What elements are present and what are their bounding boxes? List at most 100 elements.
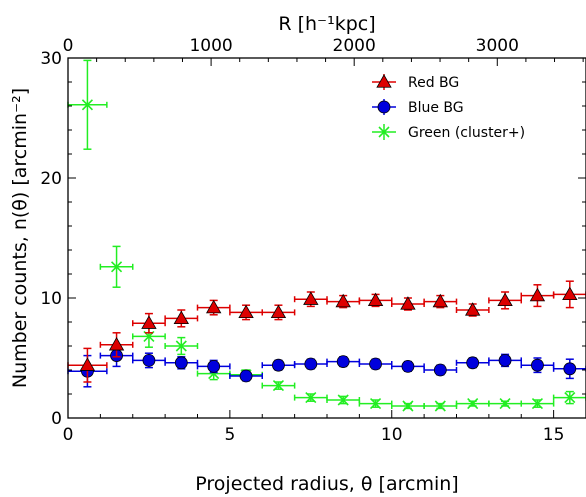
- y-tick-label: 0: [51, 409, 62, 429]
- triangle-marker: [432, 293, 449, 308]
- y-tick-label: 10: [40, 289, 62, 309]
- data-point: [99, 332, 134, 358]
- data-point: [293, 392, 328, 404]
- legend-circle-marker: [377, 100, 391, 114]
- x-marker: [402, 400, 414, 412]
- circle-marker: [142, 353, 156, 367]
- data-point: [229, 369, 263, 383]
- data-point: [455, 398, 490, 410]
- top-tick-label: 0: [63, 36, 74, 56]
- triangle-marker: [79, 357, 96, 371]
- x-marker-stroke: [110, 261, 123, 273]
- top-axis-label: R [h⁻¹kpc]: [278, 13, 375, 35]
- triangle-marker: [497, 292, 513, 307]
- legend-label: Green (cluster+): [408, 125, 525, 141]
- x-marker-stroke: [378, 126, 390, 138]
- x-tick-label: 0: [63, 425, 74, 445]
- data-point: [261, 380, 296, 392]
- data-point: [423, 293, 458, 309]
- x-marker-stroke: [499, 398, 511, 410]
- triangle-marker: [108, 336, 125, 351]
- legend-label: Red BG: [408, 75, 459, 91]
- x-marker-stroke: [337, 394, 349, 406]
- triangle-marker: [303, 291, 319, 305]
- data-point: [67, 347, 108, 383]
- data-point: [164, 309, 199, 328]
- data-point: [99, 245, 134, 288]
- data-point: [520, 284, 555, 308]
- x-marker: [110, 261, 123, 273]
- x-axis-label: Projected radius, θ [arcmin]: [195, 473, 458, 495]
- x-marker-stroke: [467, 398, 479, 410]
- x-marker: [81, 99, 93, 111]
- circle-marker: [563, 362, 577, 376]
- x-marker: [337, 394, 349, 406]
- triangle-marker: [529, 287, 546, 302]
- x-marker: [434, 400, 446, 412]
- circle-marker: [466, 356, 480, 370]
- x-marker-stroke: [369, 398, 382, 410]
- triangle-marker: [238, 304, 254, 319]
- x-marker-stroke: [305, 392, 317, 404]
- data-point: [488, 291, 522, 310]
- circle-marker: [207, 359, 221, 373]
- x-marker: [564, 392, 576, 404]
- circle-marker: [272, 358, 285, 372]
- data-point: [196, 359, 231, 374]
- x-marker: [305, 392, 317, 404]
- data-point: [552, 280, 586, 309]
- circle-marker: [498, 353, 512, 367]
- top-tick-label: 1000: [189, 36, 232, 56]
- top-tick-label: 3000: [476, 36, 519, 56]
- data-point: [391, 400, 425, 412]
- x-tick-label: 5: [224, 425, 235, 445]
- data-point: [132, 312, 166, 334]
- data-point: [67, 59, 108, 150]
- y-tick-label: 20: [40, 169, 62, 189]
- y-axis-label: Number counts, n(θ) [arcmin⁻²]: [9, 88, 31, 388]
- x-marker-stroke: [81, 99, 93, 111]
- legend-x-marker: [378, 126, 390, 138]
- legend-label: Blue BG: [408, 100, 464, 116]
- circle-marker: [433, 363, 447, 377]
- data-point: [552, 390, 586, 405]
- x-marker-stroke: [272, 380, 285, 392]
- triangle-marker: [205, 299, 222, 314]
- circle-marker: [369, 357, 382, 371]
- x-marker: [369, 398, 382, 410]
- legend-entry-blue-bg: Blue BG: [372, 99, 464, 116]
- legend-entry-green-cluster: Green (cluster+): [372, 124, 525, 141]
- series-blue-bg: [67, 344, 586, 388]
- x-marker: [272, 380, 285, 392]
- data-point: [358, 292, 393, 308]
- triangle-marker: [270, 304, 287, 319]
- triangle-marker: [400, 296, 416, 310]
- x-tick-label: 10: [381, 425, 403, 445]
- circle-marker: [401, 359, 415, 373]
- top-tick-label: 2000: [333, 36, 376, 56]
- triangle-marker: [562, 286, 578, 301]
- data-point: [391, 359, 425, 373]
- data-point: [261, 304, 296, 321]
- data-point: [455, 356, 490, 370]
- circle-marker: [239, 369, 253, 383]
- data-point: [552, 358, 586, 380]
- y-tick-label: 30: [40, 49, 62, 69]
- legend-entry-red-bg: Red BG: [372, 74, 459, 91]
- circle-marker: [531, 358, 544, 372]
- data-point: [132, 352, 166, 369]
- data-point: [455, 302, 490, 317]
- x-marker-stroke: [402, 400, 414, 412]
- data-point: [391, 296, 425, 311]
- series-layer: [67, 59, 586, 412]
- x-marker: [175, 340, 187, 352]
- data-point: [326, 293, 361, 309]
- triangle-marker: [464, 302, 481, 316]
- data-point: [326, 394, 361, 406]
- legend: Red BG Blue BG Green (cluster+): [372, 74, 525, 141]
- data-point: [423, 363, 458, 377]
- circle-marker: [304, 357, 318, 371]
